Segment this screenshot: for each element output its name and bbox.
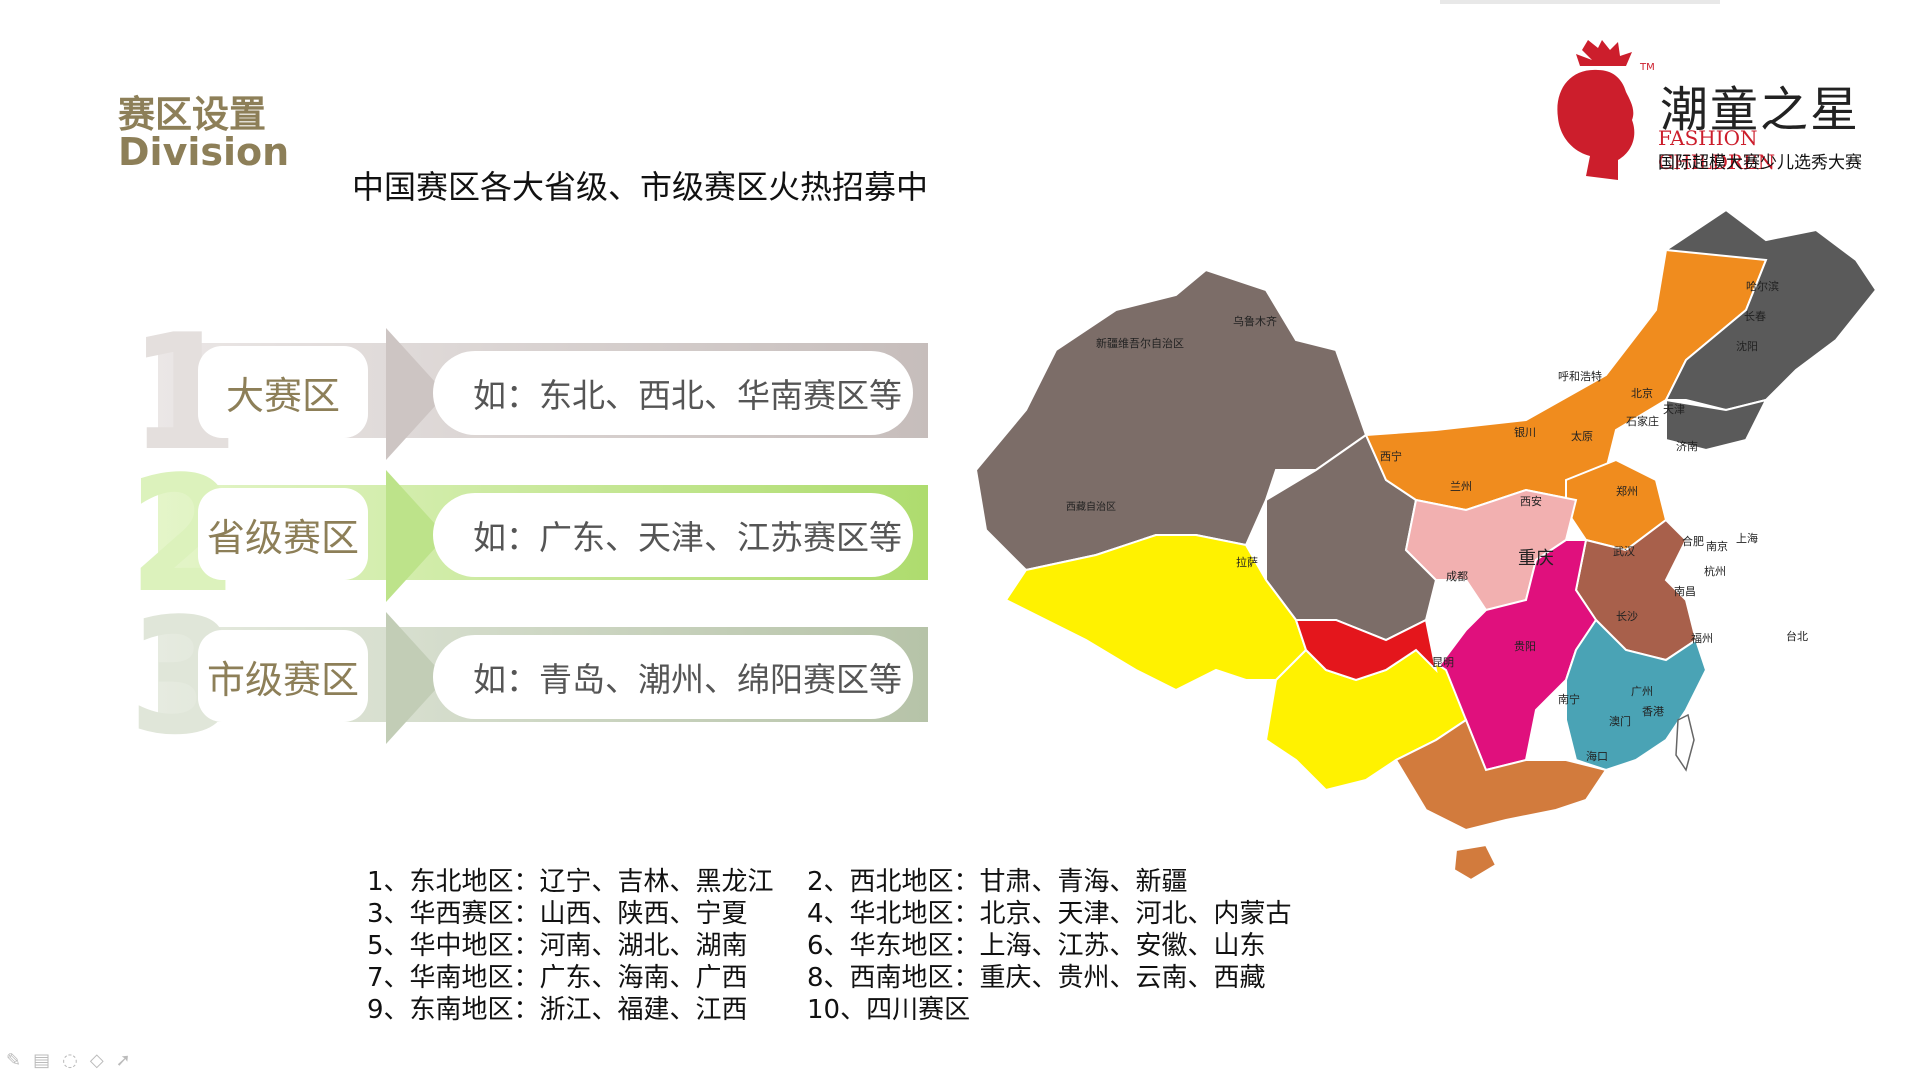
- city-label: 乌鲁木齐: [1233, 314, 1277, 328]
- city-label: 拉萨: [1236, 555, 1258, 569]
- city-label: 太原: [1571, 430, 1593, 443]
- city-label: 兰州: [1450, 480, 1472, 493]
- pointer-icon[interactable]: ➚: [115, 1050, 131, 1071]
- tier-row-1: 1 大赛区 如：东北、西北、华南赛区等: [128, 313, 928, 473]
- region-list-line: 5、华中地区：河南、湖北、湖南 6、华东地区：上海、江苏、安徽、山东: [367, 931, 1266, 961]
- city-label: 上海: [1736, 531, 1758, 545]
- child-silhouette-logo-icon: [1557, 40, 1635, 180]
- brand-name-en: FASHION CHILDREN: [1658, 126, 1776, 174]
- tier-arrow-icon: [386, 470, 446, 602]
- slideshow-toolbar: ✎ ▤ ◌ ◇ ➚: [6, 1050, 131, 1071]
- top-edge-bar: [1440, 0, 1720, 4]
- city-label: 天津: [1663, 403, 1685, 416]
- brand-logo: TM 潮童之星 FASHION CHILDREN 国际超模大赛少儿选秀大赛: [1540, 40, 1880, 180]
- city-label: 长沙: [1616, 610, 1638, 623]
- city-label: 台北: [1786, 629, 1808, 643]
- brand-name: 潮童之星: [1660, 82, 1861, 138]
- city-label: 南昌: [1674, 585, 1696, 598]
- city-label: 南宁: [1558, 692, 1580, 706]
- region-list-line: 7、华南地区：广东、海南、广西 8、西南地区：重庆、贵州、云南、西藏: [367, 963, 1266, 993]
- city-label: 福州: [1691, 631, 1713, 645]
- recruiting-subtitle: 中国赛区各大省级、市级赛区火热招募中: [352, 168, 929, 206]
- city-label: 重庆: [1518, 548, 1554, 569]
- city-label: 西藏自治区: [1066, 500, 1116, 513]
- city-label: 新疆维吾尔自治区: [1096, 336, 1184, 350]
- slides-icon[interactable]: ▤: [33, 1050, 51, 1071]
- map-city-labels: 哈尔滨 长春 沈阳 呼和浩特 北京 天津 乌鲁木齐 新疆维吾尔自治区 银川 太原…: [1066, 279, 1808, 763]
- tier-arrow-icon: [386, 612, 446, 744]
- region-list-line: 1、东北地区：辽宁、吉林、黑龙江 2、西北地区：甘肃、青海、新疆: [367, 867, 1188, 897]
- city-label: 哈尔滨: [1746, 279, 1779, 293]
- city-label: 香港: [1642, 705, 1664, 718]
- map-region-south: [1394, 718, 1608, 832]
- city-label: 西安: [1520, 494, 1542, 508]
- city-label: 沈阳: [1736, 339, 1758, 353]
- city-label: 北京: [1631, 386, 1653, 400]
- tier-example: 如：广东、天津、江苏赛区等: [433, 493, 913, 577]
- eraser-icon[interactable]: ◇: [89, 1050, 104, 1071]
- tier-label: 省级赛区: [198, 488, 368, 580]
- city-label: 澳门: [1609, 714, 1631, 728]
- city-label: 武汉: [1613, 545, 1635, 558]
- map-region-central: [1434, 539, 1598, 772]
- city-label: 广州: [1631, 685, 1653, 698]
- tier-label: 市级赛区: [198, 630, 368, 722]
- circle-icon[interactable]: ◌: [62, 1050, 78, 1071]
- tier-example: 如：青岛、潮州、绵阳赛区等: [433, 635, 913, 719]
- tier-row-2: 2 省级赛区 如：广东、天津、江苏赛区等: [128, 455, 928, 615]
- city-label: 海口: [1586, 749, 1608, 763]
- city-label: 银川: [1514, 425, 1536, 439]
- city-label: 石家庄: [1626, 414, 1659, 428]
- city-label: 呼和浩特: [1558, 369, 1602, 383]
- pen-icon[interactable]: ✎: [6, 1050, 22, 1071]
- city-label: 合肥: [1682, 534, 1704, 548]
- city-label: 贵阳: [1514, 640, 1536, 653]
- map-region-liaoning: [1665, 398, 1768, 452]
- region-list-line: 3、华西赛区：山西、陕西、宁夏 4、华北地区：北京、天津、河北、内蒙古: [367, 899, 1292, 929]
- section-title-cn: 赛区设置: [118, 93, 266, 136]
- tier-arrow-icon: [386, 328, 446, 460]
- city-label: 济南: [1676, 439, 1698, 453]
- map-region-sichuan: [1294, 618, 1438, 682]
- map-region-southeast: [1565, 618, 1708, 772]
- region-list-line: 9、东南地区：浙江、福建、江西 10、四川赛区: [367, 995, 971, 1025]
- city-label: 南京: [1706, 539, 1728, 553]
- section-title-en: Division: [118, 130, 290, 174]
- map-region-northeast: [1663, 208, 1878, 412]
- brand-tagline: 国际超模大赛少儿选秀大赛: [1658, 153, 1862, 173]
- tier-example: 如：东北、西北、华南赛区等: [433, 351, 913, 435]
- city-label: 郑州: [1616, 484, 1638, 498]
- tier-label: 大赛区: [198, 346, 368, 438]
- city-label: 昆明: [1432, 656, 1454, 669]
- china-region-map: 哈尔滨 长春 沈阳 呼和浩特 北京 天津 乌鲁木齐 新疆维吾尔自治区 银川 太原…: [974, 208, 1878, 882]
- city-label: 西宁: [1380, 449, 1402, 463]
- region-list: 1、东北地区：辽宁、吉林、黑龙江 2、西北地区：甘肃、青海、新疆 3、华西赛区：山…: [367, 866, 1292, 1026]
- map-region-taiwan: [1675, 713, 1695, 772]
- city-label: 成都: [1446, 570, 1468, 583]
- trademark-mark: TM: [1640, 62, 1655, 73]
- city-label: 长春: [1744, 310, 1766, 323]
- map-region-hainan: [1452, 843, 1498, 882]
- tier-row-3: 3 市级赛区 如：青岛、潮州、绵阳赛区等: [128, 597, 928, 757]
- city-label: 杭州: [1704, 564, 1726, 578]
